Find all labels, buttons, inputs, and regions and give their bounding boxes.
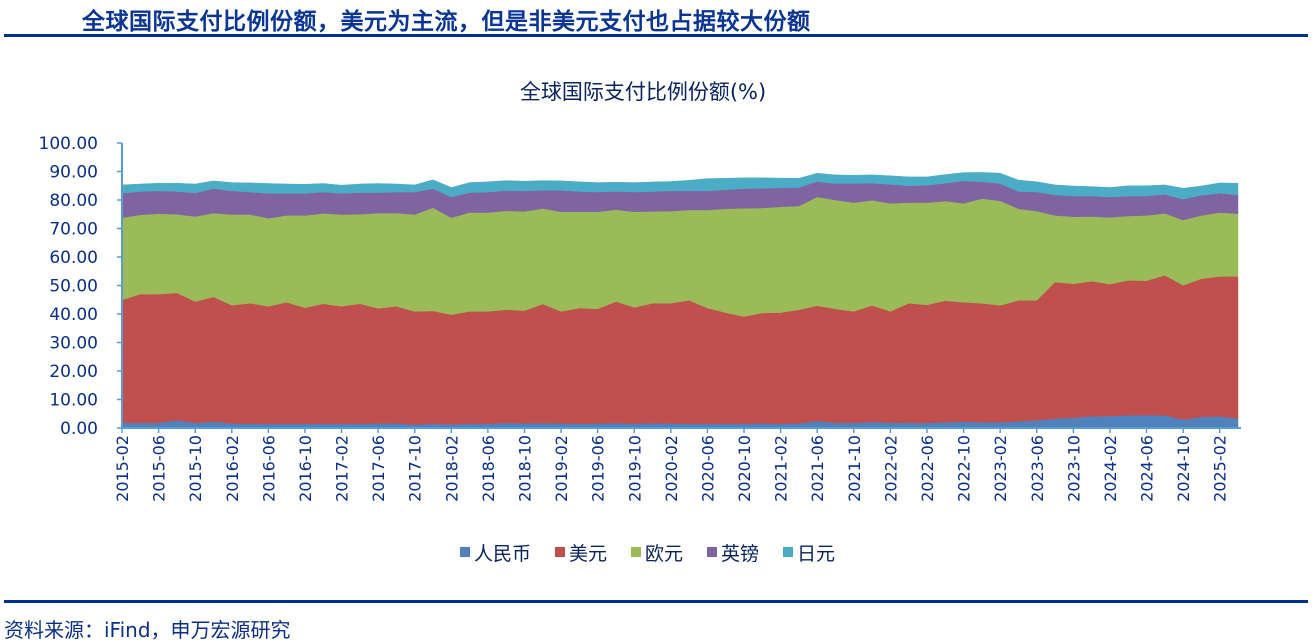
x-tick-label: 2023-02 [991,435,1010,502]
y-tick-label: 0.00 [60,419,98,439]
x-tick-label: 2015-06 [150,435,169,502]
x-tick-label: 2025-02 [1211,435,1230,502]
y-tick-label: 50.00 [49,277,98,297]
legend-label-4: 日元 [797,543,835,565]
x-tick-label: 2016-06 [259,435,278,502]
y-tick-label: 100.00 [39,134,98,154]
y-tick-label: 70.00 [49,220,98,240]
legend-label-0: 人民币 [474,543,531,565]
y-tick-label: 90.00 [49,163,98,183]
axes: 0.00 10.00 20.00 30.00 40.00 50.00 60.00 70.00 8… [39,134,1241,502]
x-tick-label: 2022-06 [918,435,937,502]
x-tick-label: 2022-10 [955,435,974,502]
x-tick-label: 2016-02 [223,435,242,502]
x-tick-label: 2016-10 [296,435,315,502]
legend-swatch-1 [555,547,565,557]
x-tick-label: 2019-06 [589,435,608,502]
chart-title: 全球国际支付比例份额(%) [520,80,766,104]
x-tick-label: 2019-10 [625,435,644,502]
footer-divider [4,600,1308,603]
y-tick-label: 80.00 [49,191,98,211]
x-tick-label: 2018-10 [515,435,534,502]
legend-swatch-0 [460,547,470,557]
legend-swatch-2 [631,547,641,557]
legend-label-3: 英镑 [721,543,759,565]
x-tick-label: 2021-10 [845,435,864,502]
header-divider [4,34,1308,37]
x-tick-label: 2023-10 [1064,435,1083,502]
legend: 人民币 美元 欧元 英镑 日元 [460,543,835,565]
x-tick-label: 2018-06 [479,435,498,502]
x-tick-label: 2020-10 [735,435,754,502]
report-header-title: 全球国际支付比例份额，美元为主流，但是非美元支付也占据较大份额 [82,9,811,35]
x-tick-label: 2017-10 [406,435,425,502]
x-tick-label: 2015-10 [186,435,205,502]
x-tick-label: 2017-02 [333,435,352,502]
x-tick-label: 2022-02 [881,435,900,502]
y-tick-label: 40.00 [49,305,98,325]
x-tick-label: 2021-02 [772,435,791,502]
x-tick-label: 2024-10 [1174,435,1193,502]
y-tick-label: 30.00 [49,334,98,354]
x-tick-label: 2024-02 [1101,435,1120,502]
areas [121,172,1239,429]
x-tick-label: 2018-02 [442,435,461,502]
area-series-4 [121,172,1239,200]
legend-label-1: 美元 [569,543,607,565]
legend-swatch-4 [783,547,793,557]
x-tick-label: 2019-02 [552,435,571,502]
x-tick-label: 2021-06 [808,435,827,502]
source-note: 资料来源：iFind，申万宏源研究 [4,618,291,642]
y-tick-label: 10.00 [49,391,98,411]
legend-swatch-3 [707,547,717,557]
y-tick-label: 20.00 [49,362,98,382]
legend-label-2: 欧元 [645,543,683,565]
x-tick-label: 2017-06 [369,435,388,502]
x-tick-label: 2015-02 [113,435,132,502]
x-tick-label: 2024-06 [1138,435,1157,502]
y-tick-label: 60.00 [49,248,98,268]
x-tick-label: 2020-02 [662,435,681,502]
x-tick-label: 2023-06 [1028,435,1047,502]
x-tick-label: 2020-06 [698,435,717,502]
